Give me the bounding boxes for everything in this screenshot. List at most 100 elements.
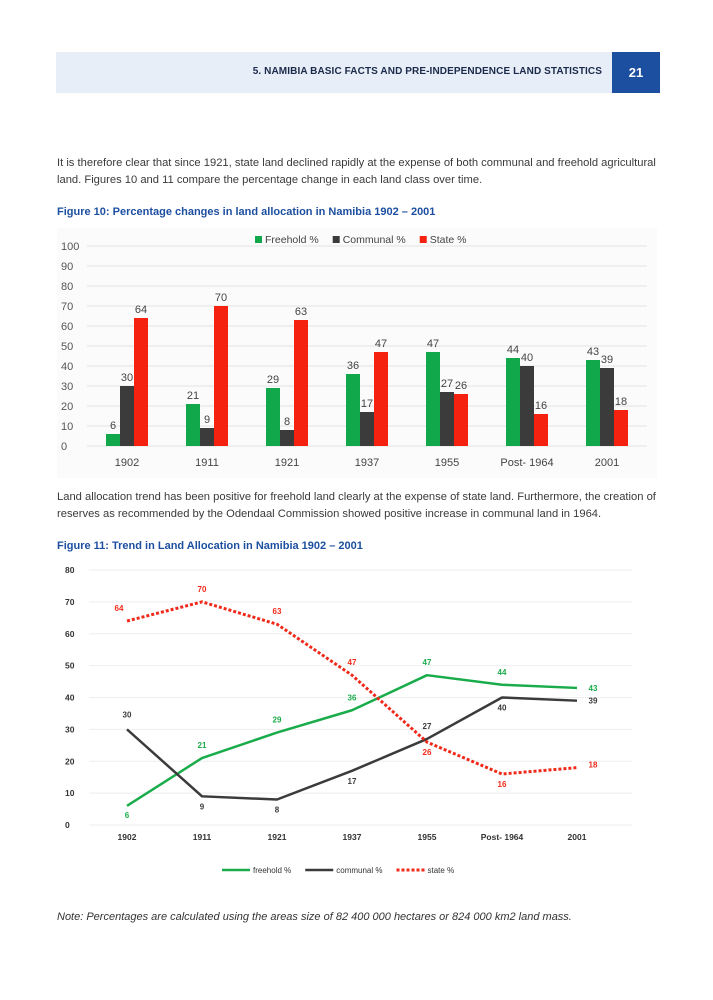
bar xyxy=(294,320,308,446)
data-label: 18 xyxy=(589,761,598,770)
figure-11-title: Figure 11: Trend in Land Allocation in N… xyxy=(57,540,363,552)
x-tick-label: 2001 xyxy=(595,457,619,469)
page-number: 21 xyxy=(612,52,660,93)
data-label: 16 xyxy=(498,780,507,789)
y-tick-label: 50 xyxy=(61,341,73,353)
data-label: 40 xyxy=(498,704,507,713)
paragraph-intro: It is therefore clear that since 1921, s… xyxy=(57,157,656,186)
series-line xyxy=(126,696,578,801)
series-line xyxy=(126,600,578,776)
x-tick-label: 1937 xyxy=(355,457,379,469)
x-tick-label: 1955 xyxy=(418,832,437,842)
data-label: 39 xyxy=(589,697,598,706)
y-tick-label: 30 xyxy=(65,724,75,734)
bar xyxy=(360,412,374,446)
bar-value-label: 21 xyxy=(187,390,199,402)
data-label: 9 xyxy=(200,802,205,811)
data-label: 63 xyxy=(273,607,282,616)
bar-value-label: 36 xyxy=(347,360,359,372)
x-tick-label: 1902 xyxy=(118,832,137,842)
x-tick-label: 2001 xyxy=(568,832,587,842)
y-tick-label: 100 xyxy=(61,241,79,253)
x-tick-label: 1921 xyxy=(275,457,299,469)
y-tick-label: 40 xyxy=(61,361,73,373)
bar-value-label: 63 xyxy=(295,306,307,318)
legend-label: communal % xyxy=(336,866,382,875)
y-tick-label: 30 xyxy=(61,381,73,393)
y-tick-label: 60 xyxy=(61,321,73,333)
y-tick-label: 20 xyxy=(65,756,75,766)
bar-value-label: 9 xyxy=(204,414,210,426)
figure-10-title: Figure 10: Percentage changes in land al… xyxy=(57,206,436,218)
data-label: 17 xyxy=(348,777,357,786)
bar xyxy=(614,410,628,446)
x-tick-label: 1911 xyxy=(195,457,219,469)
bar xyxy=(214,306,228,446)
data-label: 70 xyxy=(198,585,207,594)
y-tick-label: 80 xyxy=(61,281,73,293)
bar xyxy=(186,404,200,446)
legend-label: freehold % xyxy=(253,866,291,875)
x-tick-label: Post- 1964 xyxy=(500,457,553,469)
y-tick-label: 90 xyxy=(61,261,73,273)
y-tick-label: 10 xyxy=(65,788,75,798)
y-tick-label: 10 xyxy=(61,421,73,433)
bar xyxy=(346,374,360,446)
bar xyxy=(520,366,534,446)
section-title: 5. NAMIBIA BASIC FACTS AND PRE-INDEPENDE… xyxy=(252,66,602,77)
y-tick-label: 70 xyxy=(65,597,75,607)
bar-value-label: 30 xyxy=(121,372,133,384)
data-label: 21 xyxy=(198,741,207,750)
bar-value-label: 64 xyxy=(135,304,147,316)
bar-value-label: 17 xyxy=(361,398,373,410)
data-label: 29 xyxy=(273,716,282,725)
y-tick-label: 20 xyxy=(61,401,73,413)
bar-value-label: 27 xyxy=(441,378,453,390)
bar-value-label: 70 xyxy=(215,292,227,304)
bar-value-label: 26 xyxy=(455,380,467,392)
legend-label: state % xyxy=(428,866,455,875)
y-tick-label: 70 xyxy=(61,301,73,313)
bar-value-label: 29 xyxy=(267,374,279,386)
x-tick-label: 1937 xyxy=(343,832,362,842)
y-tick-label: 0 xyxy=(61,441,67,453)
data-label: 8 xyxy=(275,806,280,815)
note-text: Note: Percentages are calculated using t… xyxy=(57,911,572,923)
legend-label: State % xyxy=(430,234,467,246)
bar xyxy=(120,386,134,446)
data-label: 6 xyxy=(125,811,130,820)
bar-value-label: 47 xyxy=(375,338,387,350)
bar xyxy=(134,318,148,446)
data-label: 44 xyxy=(498,668,507,677)
bar xyxy=(266,388,280,446)
y-tick-label: 40 xyxy=(65,693,75,703)
y-tick-label: 60 xyxy=(65,629,75,639)
data-label: 36 xyxy=(348,693,357,702)
bar xyxy=(200,428,214,446)
y-tick-label: 0 xyxy=(65,820,70,830)
legend-swatch xyxy=(255,236,262,243)
bar-value-label: 16 xyxy=(535,400,547,412)
x-tick-label: 1921 xyxy=(268,832,287,842)
bar xyxy=(374,352,388,446)
y-tick-label: 80 xyxy=(65,565,75,575)
line-chart: 0 10 20 30 40 50 60 70 80 1902 1911 1921 1937 1955 Pos… xyxy=(65,565,632,875)
data-label: 43 xyxy=(589,684,598,693)
bar-value-label: 47 xyxy=(427,338,439,350)
bar xyxy=(440,392,454,446)
x-tick-label: Post- 1964 xyxy=(481,832,524,842)
bar-value-label: 44 xyxy=(507,344,519,356)
data-label: 30 xyxy=(123,710,132,719)
bar-value-label: 18 xyxy=(615,396,627,408)
data-label: 64 xyxy=(115,604,124,613)
bar-chart: 0 10 20 30 40 50 60 70 80 90 100 Freehold % Communal… xyxy=(57,228,657,478)
bar xyxy=(426,352,440,446)
data-label: 47 xyxy=(423,658,432,667)
bar xyxy=(106,434,120,446)
bar xyxy=(454,394,468,446)
legend-swatch xyxy=(419,236,427,243)
bar xyxy=(280,430,294,446)
legend-label: Freehold % xyxy=(265,234,319,246)
data-label: 47 xyxy=(348,658,357,667)
bar xyxy=(586,360,600,446)
